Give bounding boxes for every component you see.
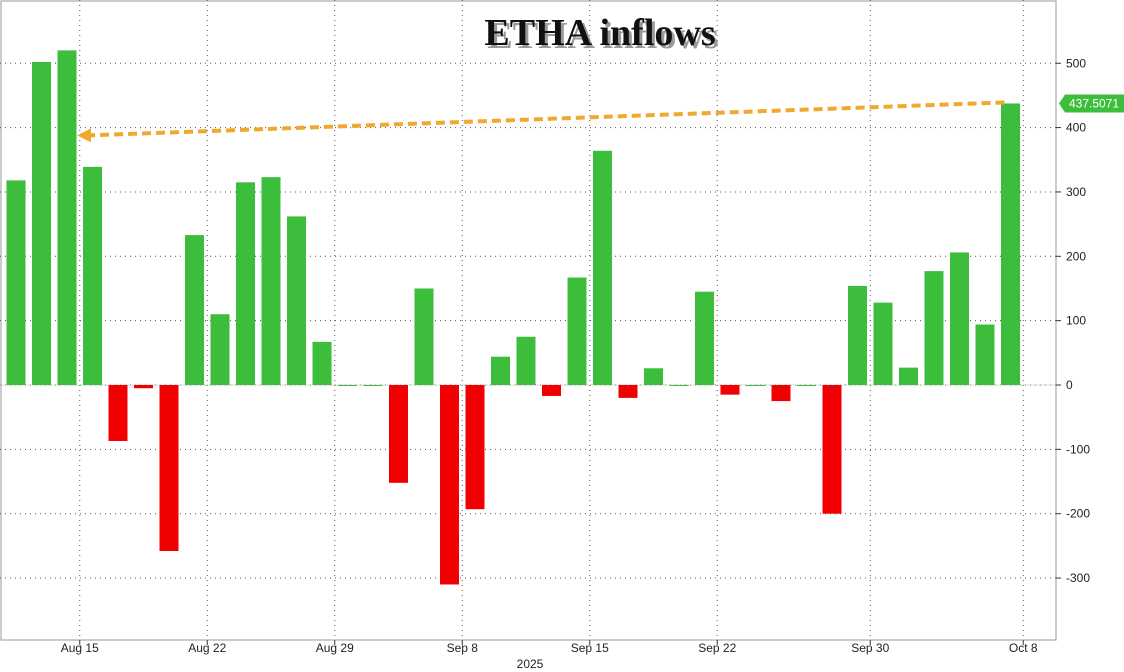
y-tick-label: 200	[1066, 249, 1086, 263]
bar	[822, 385, 842, 514]
bar	[975, 324, 995, 385]
bar	[618, 385, 638, 398]
bar	[1001, 103, 1020, 386]
title-layer: ETHA inflows ETHA inflows	[484, 12, 718, 57]
chart-title: ETHA inflows	[484, 12, 715, 54]
y-tick-label: 400	[1066, 121, 1086, 135]
bar	[134, 385, 153, 389]
reference-arrow-line	[88, 100, 1005, 138]
y-tick-label: -200	[1066, 507, 1090, 521]
bar	[465, 385, 485, 510]
bar	[695, 291, 714, 385]
x-tick-label: Sep 30	[851, 641, 889, 655]
bar	[108, 385, 128, 441]
bar	[899, 367, 918, 385]
plot-frame	[0, 0, 1057, 641]
x-tick-label: Aug 22	[188, 641, 226, 655]
x-tick-label: Aug 15	[61, 641, 99, 655]
bar	[83, 166, 102, 385]
bar-layer	[6, 50, 1020, 585]
chart-title-shadow: ETHA inflows	[487, 15, 718, 57]
y-tick-label: -300	[1066, 571, 1090, 585]
x-axis-label: 2025	[517, 657, 544, 671]
bar	[159, 385, 179, 552]
bar	[338, 385, 357, 386]
x-tick-label: Sep 8	[447, 641, 479, 655]
bar	[287, 216, 306, 385]
bar	[6, 180, 26, 385]
y-tick-label: 100	[1066, 314, 1086, 328]
bar	[312, 341, 332, 385]
y-tick-label: -100	[1066, 442, 1090, 456]
bar	[440, 385, 459, 585]
axis-layer: 500 400 300 200 100 0 -100 -200 -300 Aug 15 Aug 22…	[61, 56, 1091, 671]
bar	[873, 302, 893, 385]
bar	[771, 385, 791, 402]
reference-arrow-head	[77, 128, 91, 143]
bar	[924, 271, 944, 385]
bar	[644, 368, 663, 385]
bar	[363, 385, 383, 386]
bar	[389, 385, 408, 483]
y-tick-label: 0	[1066, 378, 1073, 392]
x-tick-label: Sep 15	[571, 641, 609, 655]
bar	[32, 61, 51, 385]
bar	[848, 285, 867, 385]
bar	[669, 385, 689, 386]
bar	[593, 150, 612, 385]
bar	[185, 235, 204, 385]
annotation-layer: 437.5071	[77, 94, 1124, 143]
bar	[567, 277, 587, 385]
bar	[542, 385, 561, 396]
grid-layer	[0, 0, 1057, 641]
y-tick-label: 500	[1066, 56, 1086, 70]
y-tick-label: 300	[1066, 185, 1086, 199]
bar	[746, 385, 765, 386]
bar	[57, 50, 77, 385]
bar	[797, 385, 816, 386]
bar	[491, 356, 510, 385]
bar	[261, 177, 281, 385]
bar	[210, 314, 230, 385]
x-tick-label: Aug 29	[316, 641, 354, 655]
last-value-badge	[1059, 94, 1124, 113]
x-tick-label: Oct 8	[1009, 641, 1038, 655]
bar	[414, 288, 434, 385]
bar	[236, 182, 255, 385]
bar	[516, 336, 536, 385]
bar	[950, 252, 969, 385]
last-value-label: 437.5071	[1069, 96, 1119, 110]
x-tick-label: Sep 22	[698, 641, 736, 655]
bar	[720, 385, 740, 395]
